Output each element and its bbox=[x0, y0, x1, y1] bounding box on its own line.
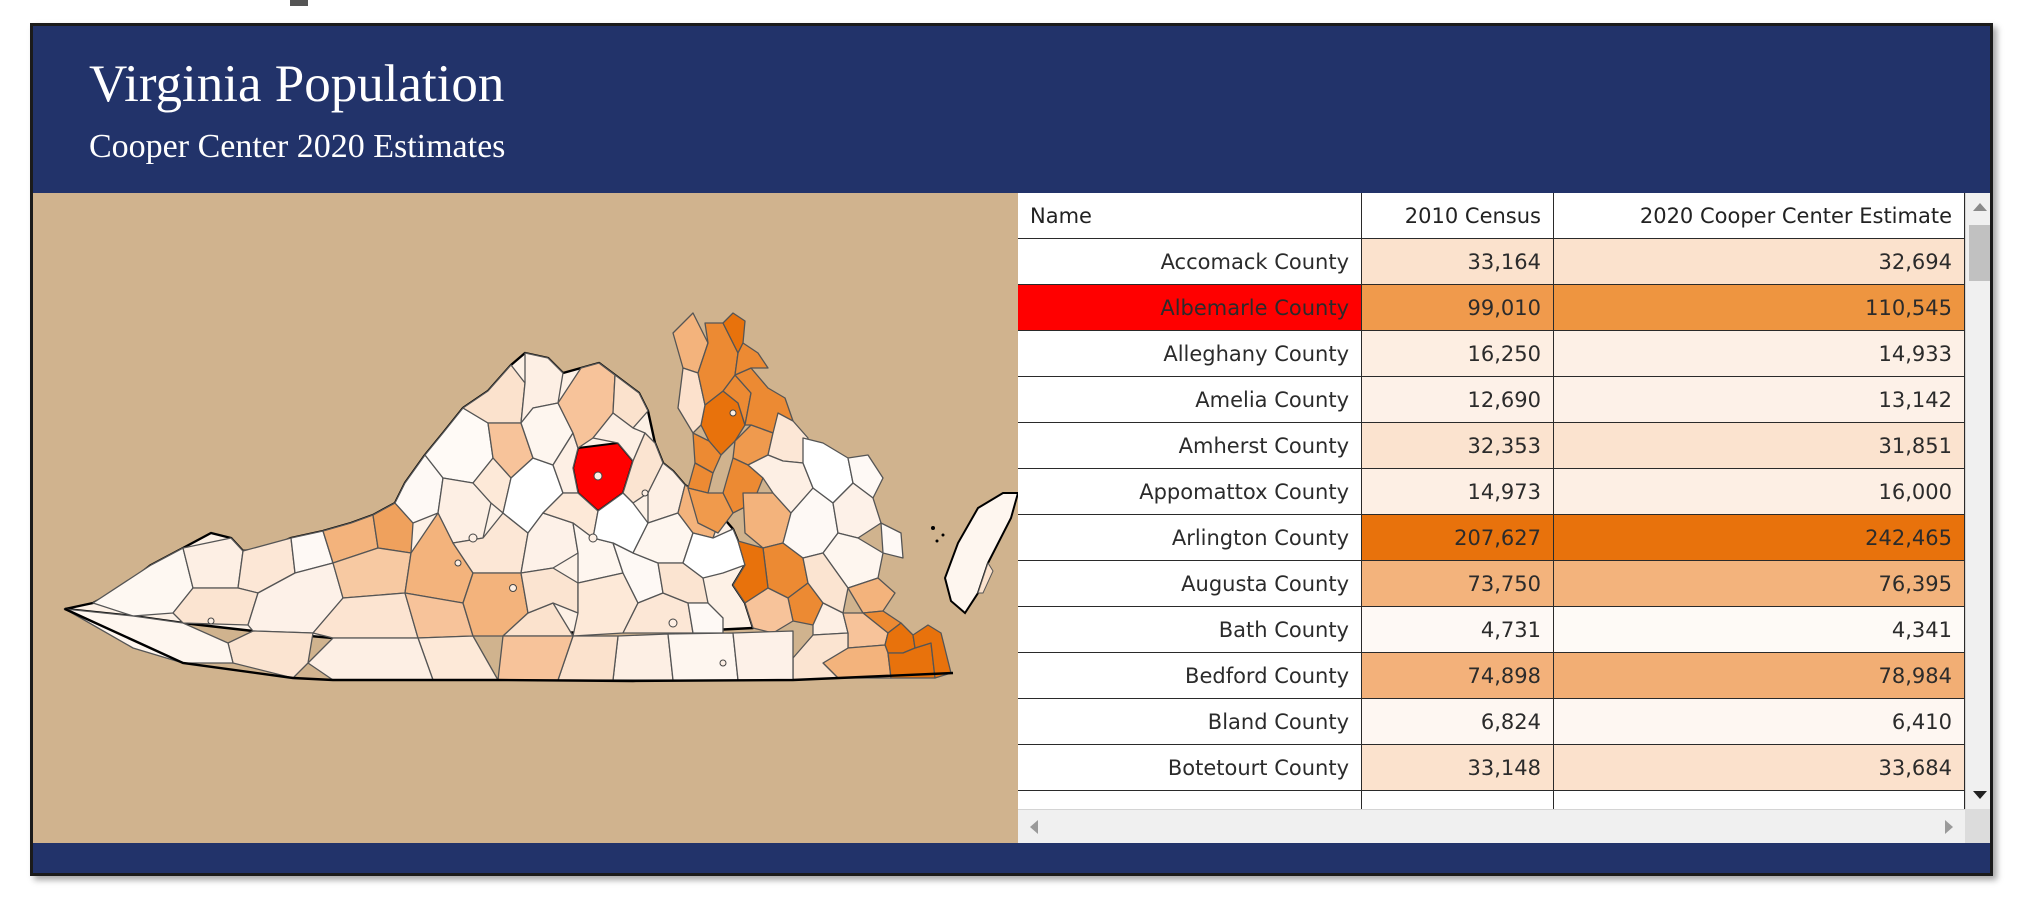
scroll-down-arrow-icon[interactable] bbox=[1973, 791, 1987, 799]
virginia-county-map[interactable] bbox=[33, 193, 1018, 843]
table-row[interactable]: Bland County 6,824 6,410 bbox=[1018, 699, 1965, 745]
population-table: Name 2010 Census 2020 Cooper Center Esti… bbox=[1018, 193, 1990, 843]
table-row[interactable]: Appomattox County 14,973 16,000 bbox=[1018, 469, 1965, 515]
census-2010-cell[interactable]: 14,973 bbox=[1362, 469, 1554, 515]
table-row[interactable]: Arlington County 207,627 242,465 bbox=[1018, 515, 1965, 561]
census-2010-cell[interactable]: 32,353 bbox=[1362, 423, 1554, 469]
estimate-2020-cell[interactable]: 4,341 bbox=[1554, 607, 1965, 653]
estimate-2020-cell[interactable]: 76,395 bbox=[1554, 561, 1965, 607]
estimate-2020-cell[interactable]: 242,465 bbox=[1554, 515, 1965, 561]
scrollbar-thumb[interactable] bbox=[1969, 225, 1990, 281]
county-name-cell[interactable]: Augusta County bbox=[1018, 561, 1362, 607]
header-estimate-2020[interactable]: 2020 Cooper Center Estimate bbox=[1554, 193, 1965, 239]
table-row[interactable]: Amelia County 12,690 13,142 bbox=[1018, 377, 1965, 423]
census-2010-cell[interactable]: 33,148 bbox=[1362, 745, 1554, 791]
table-grid: Name 2010 Census 2020 Cooper Center Esti… bbox=[1018, 193, 1965, 809]
table-row[interactable]: Amherst County 32,353 31,851 bbox=[1018, 423, 1965, 469]
census-2010-cell[interactable]: 16,250 bbox=[1362, 331, 1554, 377]
scroll-right-arrow-icon[interactable] bbox=[1945, 820, 1953, 834]
estimate-2020-cell[interactable]: 13,142 bbox=[1554, 377, 1965, 423]
census-2010-cell[interactable]: 99,010 bbox=[1362, 285, 1554, 331]
table-row[interactable]: Bedford County 74,898 78,984 bbox=[1018, 653, 1965, 699]
county-name-cell[interactable]: Arlington County bbox=[1018, 515, 1362, 561]
scrollbar-corner bbox=[1965, 809, 1990, 843]
estimate-2020-cell[interactable]: 33,684 bbox=[1554, 745, 1965, 791]
table-row[interactable]: Alleghany County 16,250 14,933 bbox=[1018, 331, 1965, 377]
estimate-2020-cell[interactable]: 6,410 bbox=[1554, 699, 1965, 745]
table-row[interactable]: Botetourt County 33,148 33,684 bbox=[1018, 745, 1965, 791]
eastern-shore-region bbox=[943, 492, 1018, 615]
census-2010-cell[interactable] bbox=[1362, 791, 1554, 809]
scroll-left-arrow-icon[interactable] bbox=[1030, 820, 1038, 834]
census-2010-cell[interactable]: 73,750 bbox=[1362, 561, 1554, 607]
header-name[interactable]: Name bbox=[1018, 193, 1362, 239]
county-name-cell[interactable]: Albemarle County bbox=[1018, 285, 1362, 331]
county-name-cell[interactable]: Botetourt County bbox=[1018, 745, 1362, 791]
estimate-2020-cell[interactable]: 14,933 bbox=[1554, 331, 1965, 377]
county-name-cell[interactable]: Appomattox County bbox=[1018, 469, 1362, 515]
county-name-cell[interactable]: Bath County bbox=[1018, 607, 1362, 653]
header-census-2010[interactable]: 2010 Census bbox=[1362, 193, 1554, 239]
census-2010-cell[interactable]: 33,164 bbox=[1362, 239, 1554, 285]
census-2010-cell[interactable]: 6,824 bbox=[1362, 699, 1554, 745]
table-row[interactable] bbox=[1018, 791, 1965, 809]
map-panel bbox=[33, 193, 1018, 843]
dashboard-title: Virginia Population bbox=[89, 55, 505, 113]
estimate-2020-cell[interactable]: 16,000 bbox=[1554, 469, 1965, 515]
table-row[interactable]: Bath County 4,731 4,341 bbox=[1018, 607, 1965, 653]
table-row[interactable]: Augusta County 73,750 76,395 bbox=[1018, 561, 1965, 607]
county-name-cell[interactable]: Amelia County bbox=[1018, 377, 1362, 423]
census-2010-cell[interactable]: 207,627 bbox=[1362, 515, 1554, 561]
census-2010-cell[interactable]: 74,898 bbox=[1362, 653, 1554, 699]
estimate-2020-cell[interactable] bbox=[1554, 791, 1965, 809]
county-name-cell[interactable] bbox=[1018, 791, 1362, 809]
census-2010-cell[interactable]: 12,690 bbox=[1362, 377, 1554, 423]
scroll-up-arrow-icon[interactable] bbox=[1973, 203, 1987, 211]
county-name-cell[interactable]: Amherst County bbox=[1018, 423, 1362, 469]
vertical-scrollbar[interactable] bbox=[1965, 193, 1990, 809]
estimate-2020-cell[interactable]: 110,545 bbox=[1554, 285, 1965, 331]
county-name-cell[interactable]: Accomack County bbox=[1018, 239, 1362, 285]
dashboard-subtitle: Cooper Center 2020 Estimates bbox=[89, 128, 506, 165]
top-edge-fragment bbox=[290, 0, 308, 6]
horizontal-scrollbar[interactable] bbox=[1018, 809, 1965, 843]
census-2010-cell[interactable]: 4,731 bbox=[1362, 607, 1554, 653]
estimate-2020-cell[interactable]: 78,984 bbox=[1554, 653, 1965, 699]
county-name-cell[interactable]: Bedford County bbox=[1018, 653, 1362, 699]
estimate-2020-cell[interactable]: 31,851 bbox=[1554, 423, 1965, 469]
table-header-row: Name 2010 Census 2020 Cooper Center Esti… bbox=[1018, 193, 1965, 239]
county-name-cell[interactable]: Alleghany County bbox=[1018, 331, 1362, 377]
table-row[interactable]: Albemarle County 99,010 110,545 bbox=[1018, 285, 1965, 331]
table-row[interactable]: Accomack County 33,164 32,694 bbox=[1018, 239, 1965, 285]
estimate-2020-cell[interactable]: 32,694 bbox=[1554, 239, 1965, 285]
dashboard: Virginia Population Cooper Center 2020 E… bbox=[30, 23, 1993, 876]
county-name-cell[interactable]: Bland County bbox=[1018, 699, 1362, 745]
